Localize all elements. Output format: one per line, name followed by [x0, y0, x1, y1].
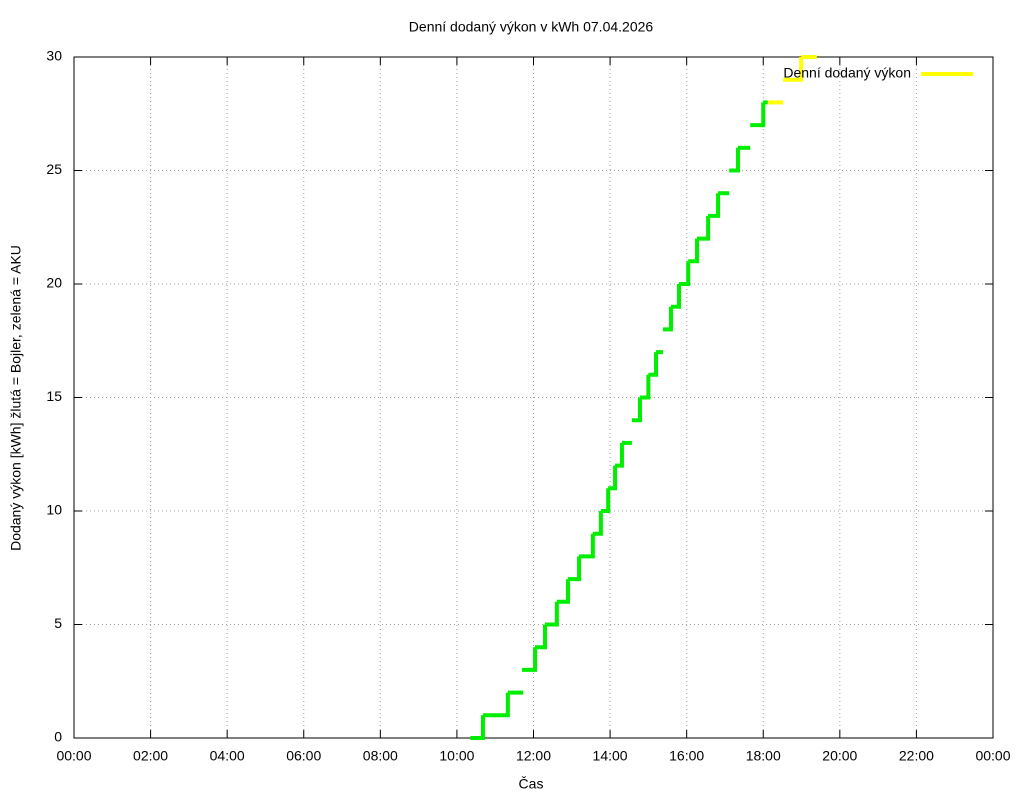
y-tick-label: 30	[46, 48, 62, 64]
x-tick-label: 04:00	[210, 748, 245, 764]
x-tick-label: 08:00	[363, 748, 398, 764]
step-line	[608, 465, 618, 491]
step-line	[783, 57, 804, 82]
step-line	[592, 511, 603, 536]
step-line	[750, 102, 766, 128]
x-axis-label: Čas	[519, 776, 544, 792]
step-line	[697, 215, 711, 241]
step-line	[544, 601, 559, 627]
legend-label: Denní dodaný výkon	[783, 65, 911, 81]
y-tick-label: 20	[46, 275, 62, 291]
x-tick-label: 18:00	[746, 748, 781, 764]
y-tick-label: 10	[46, 502, 62, 518]
step-line	[470, 715, 485, 740]
step-line	[615, 442, 624, 468]
step-line	[679, 261, 691, 286]
step-line	[579, 533, 595, 559]
step-line	[631, 397, 642, 423]
step-line	[522, 647, 538, 672]
step-line	[535, 624, 547, 650]
y-tick-label: 5	[54, 615, 62, 631]
chart-title: Denní dodaný výkon v kWh 07.04.2026	[409, 19, 654, 35]
x-tick-label: 00:00	[56, 748, 91, 764]
step-line	[567, 556, 582, 582]
x-tick-label: 06:00	[286, 748, 321, 764]
y-tick-label: 25	[46, 161, 62, 177]
step-line	[556, 579, 570, 604]
step-line	[670, 284, 682, 309]
x-tick-label: 14:00	[593, 748, 628, 764]
step-line	[600, 488, 611, 513]
x-tick-label: 12:00	[516, 748, 551, 764]
step-line	[639, 374, 651, 400]
step-line	[708, 193, 721, 218]
x-tick-label: 16:00	[669, 748, 704, 764]
x-tick-label: 20:00	[822, 748, 857, 764]
x-tick-label: 10:00	[439, 748, 474, 764]
y-axis-label: Dodaný výkon [kWh] žlutá = Bojler, zelen…	[8, 245, 24, 551]
x-tick-label: 02:00	[133, 748, 168, 764]
step-line	[729, 147, 740, 173]
x-tick-label: 22:00	[899, 748, 934, 764]
step-line	[662, 306, 673, 332]
y-tick-label: 15	[46, 388, 62, 404]
step-line	[482, 692, 510, 718]
y-tick-label: 0	[54, 729, 62, 745]
x-tick-label: 00:00	[975, 748, 1010, 764]
step-line	[688, 238, 700, 264]
step-line	[648, 352, 659, 377]
